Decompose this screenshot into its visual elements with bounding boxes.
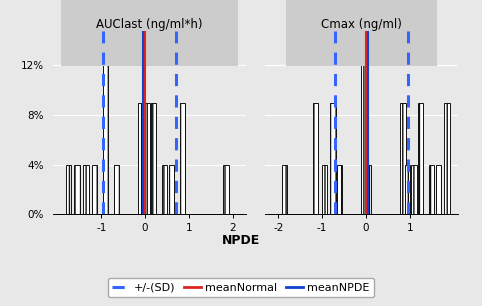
Text: NPDE: NPDE [222,234,260,247]
Bar [330,103,335,214]
Title: AUClast (ng/ml*h): AUClast (ng/ml*h) [96,18,202,31]
Bar [313,103,318,214]
Bar [83,165,89,214]
Bar [282,165,287,214]
Bar [145,103,150,214]
Bar [169,165,174,214]
Bar [337,165,342,214]
Bar [180,103,185,214]
Bar [75,165,80,214]
Bar [365,165,371,214]
Bar [321,165,327,214]
Bar [429,165,434,214]
Bar [103,53,108,214]
Bar [224,165,229,214]
Bar [151,103,157,214]
Bar [92,165,97,214]
Bar [162,165,167,214]
Bar [114,165,119,214]
Bar [444,103,450,214]
Bar [436,165,441,214]
Bar [66,165,71,214]
Bar [361,53,366,214]
Bar [412,165,417,214]
Legend: +/-(SD), meanNormal, meanNPDE: +/-(SD), meanNormal, meanNPDE [108,278,374,297]
Bar [401,103,406,214]
Title: Cmax (ng/ml): Cmax (ng/ml) [321,18,402,31]
Bar [138,103,143,214]
Bar [418,103,423,214]
Bar [405,165,410,214]
